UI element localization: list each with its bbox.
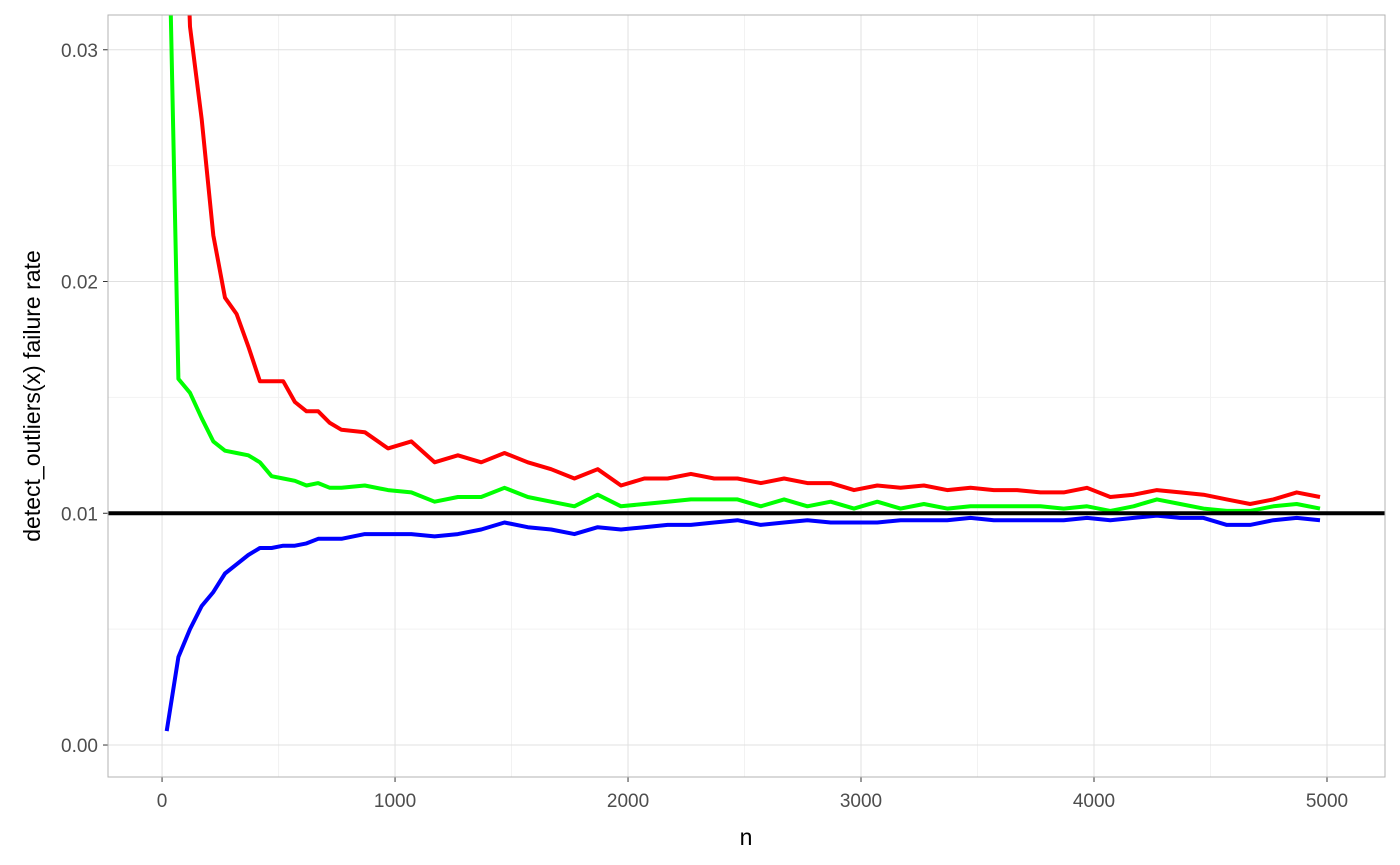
y-tick-label: 0.03 [61,41,98,62]
x-tick-label: 5000 [1306,791,1348,812]
x-tick-label: 4000 [1073,791,1115,812]
plot-area [108,15,1385,777]
x-tick-label: 1000 [374,791,416,812]
y-axis-title: detect_outliers(x) failure rate [19,250,45,541]
series-line [164,513,1321,732]
x-tick-label: 3000 [840,791,882,812]
y-tick-label: 0.02 [61,273,98,294]
panel-border [107,14,1386,778]
y-tick-label: 0.01 [61,504,98,525]
plot-panel [108,15,1385,777]
x-tick-label: 2000 [607,791,649,812]
series-line [187,15,1321,506]
x-tick-label: 0 [157,791,168,812]
y-tick-label: 0.00 [61,736,98,757]
x-axis-title: n [740,824,753,850]
series-line [168,15,1321,513]
